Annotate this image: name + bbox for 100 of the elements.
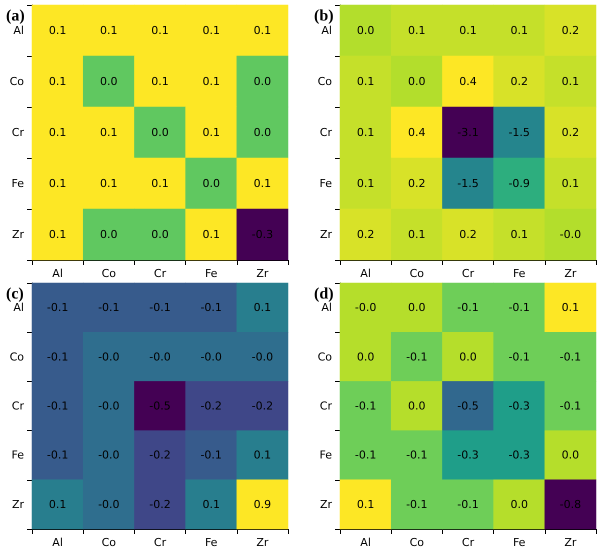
data-label: -0.0 — [560, 228, 582, 241]
data-label: 0.1 — [100, 177, 118, 190]
data-label: -0.1 — [354, 448, 376, 462]
x-tick-label: Co — [102, 536, 116, 548]
data-label: -0.1 — [46, 350, 68, 364]
data-label: 0.1 — [202, 24, 220, 37]
data-label: -0.0 — [98, 350, 120, 364]
data-label: 0.0 — [510, 498, 528, 511]
data-label: 0.1 — [100, 24, 118, 37]
y-tick-label: Fe — [320, 177, 332, 190]
data-label: -0.3 — [508, 448, 530, 462]
data-label: 0.1 — [254, 301, 272, 314]
data-label: 0.1 — [48, 228, 66, 241]
data-label: -0.0 — [98, 448, 120, 462]
data-label: 0.1 — [151, 177, 169, 190]
y-tick-label: Fe — [320, 448, 332, 462]
data-label: 0.0 — [202, 177, 220, 190]
data-label: 0.4 — [459, 75, 477, 88]
data-label: -0.1 — [149, 301, 171, 314]
x-tick-label: Co — [410, 267, 424, 280]
data-label: -0.1 — [46, 301, 68, 314]
chart-title: (b) — [314, 8, 334, 24]
data-label: 0.1 — [254, 24, 272, 37]
data-label: 0.0 — [408, 301, 426, 314]
x-tick-label: Cr — [154, 536, 167, 548]
data-label: 0.2 — [356, 228, 374, 241]
data-label: -0.0 — [149, 350, 171, 364]
x-tick-label: Al — [52, 267, 63, 280]
data-label: 0.1 — [48, 177, 66, 190]
data-label: -0.1 — [200, 448, 222, 462]
data-label: 0.0 — [100, 228, 118, 241]
data-label: 0.0 — [151, 126, 169, 139]
y-tick-label: Cr — [12, 400, 24, 412]
data-label: -0.0 — [98, 498, 120, 511]
x-tick-label: Zr — [564, 267, 577, 280]
x-tick-label: Zr — [564, 536, 577, 548]
x-tick-label: Cr — [462, 536, 475, 548]
data-label: -0.1 — [98, 301, 120, 314]
y-tick-label: Zr — [12, 498, 24, 511]
data-label: 0.1 — [48, 24, 66, 37]
data-label: -0.2 — [200, 400, 222, 412]
chart-title: (c) — [6, 286, 24, 302]
data-label: 0.1 — [202, 126, 220, 139]
data-label: 0.2 — [562, 126, 580, 139]
data-label: 0.1 — [510, 228, 528, 241]
x-tick-label: Al — [52, 536, 63, 548]
x-tick-label: Fe — [204, 267, 218, 280]
x-tick-label: Zr — [256, 267, 269, 280]
data-label: 0.1 — [151, 75, 169, 88]
y-tick-label: Al — [321, 24, 332, 37]
y-tick-label: Al — [13, 301, 24, 314]
data-label: 0.2 — [459, 228, 477, 241]
data-label: -0.3 — [252, 228, 274, 241]
x-tick-label: Cr — [462, 267, 475, 280]
data-label: 0.2 — [562, 24, 580, 37]
data-label: 0.1 — [408, 228, 426, 241]
data-label: 0.0 — [408, 75, 426, 88]
data-label: 0.0 — [254, 75, 272, 88]
x-tick-label: Cr — [154, 267, 167, 280]
y-tick-label: Cr — [12, 126, 24, 139]
data-label: 0.1 — [459, 24, 477, 37]
data-label: -0.3 — [457, 448, 479, 462]
data-label: 0.1 — [48, 75, 66, 88]
data-label: 0.1 — [48, 498, 66, 511]
data-label: -0.1 — [457, 301, 479, 314]
data-label: 0.1 — [151, 24, 169, 37]
data-label: -0.2 — [149, 498, 171, 511]
data-label: -0.1 — [508, 350, 530, 364]
data-label: 0.2 — [510, 75, 528, 88]
data-label: 0.1 — [254, 177, 272, 190]
y-tick-label: Cr — [320, 126, 332, 139]
data-label: 0.0 — [356, 24, 374, 37]
chart-title: (d) — [314, 286, 334, 302]
data-label: -0.1 — [560, 350, 582, 364]
data-label: -0.3 — [508, 400, 530, 412]
data-label: 0.0 — [459, 350, 477, 364]
data-label: 0.1 — [100, 126, 118, 139]
x-tick-label: Fe — [204, 536, 218, 548]
data-label: 0.0 — [100, 75, 118, 88]
data-label: 0.4 — [408, 126, 426, 139]
data-label: -0.5 — [457, 400, 479, 412]
data-label: 0.1 — [202, 75, 220, 88]
y-tick-label: Al — [13, 24, 24, 37]
data-label: -0.1 — [46, 400, 68, 412]
data-label: 0.1 — [356, 177, 374, 190]
x-tick-label: Co — [410, 536, 424, 548]
data-label: 0.1 — [356, 126, 374, 139]
data-label: -0.2 — [252, 400, 274, 412]
data-label: 0.1 — [202, 228, 220, 241]
data-label: 0.1 — [356, 498, 374, 511]
y-tick-label: Co — [10, 75, 24, 88]
data-label: -0.5 — [149, 400, 171, 412]
data-label: 0.1 — [562, 177, 580, 190]
x-tick-label: Al — [360, 536, 371, 548]
data-label: 0.0 — [151, 228, 169, 241]
data-label: 0.1 — [202, 498, 220, 511]
data-label: -1.5 — [508, 126, 530, 139]
data-label: 0.1 — [510, 24, 528, 37]
data-label: -0.0 — [252, 350, 274, 364]
y-tick-label: Al — [321, 301, 332, 314]
